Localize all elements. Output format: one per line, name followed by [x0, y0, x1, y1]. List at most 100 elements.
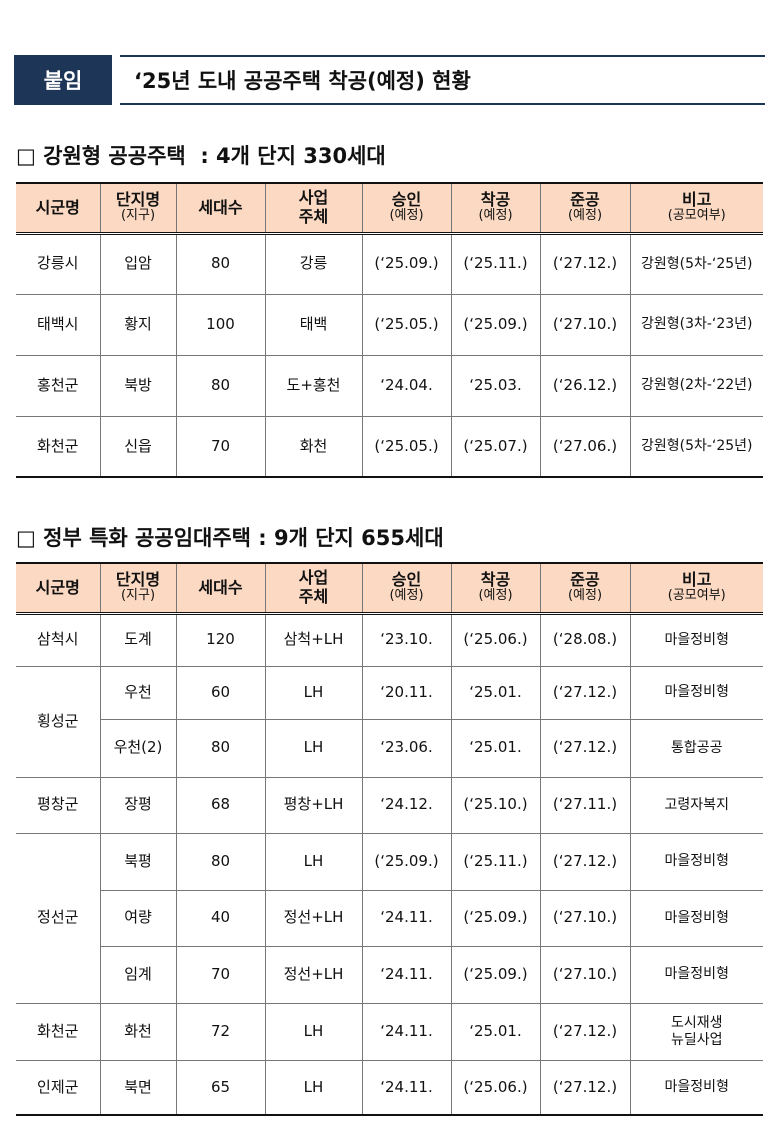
cell: ‘25.03. [450, 354, 541, 417]
cell: 마을정비형 [629, 612, 763, 667]
cell: 강원형(5차-‘25년) [629, 415, 763, 478]
header-sub: (예정) [567, 208, 603, 224]
city-cell: 평창군 [16, 776, 101, 834]
cell: 70 [175, 415, 266, 478]
cell: ‘24.04. [361, 354, 452, 417]
cell: LH [264, 718, 363, 778]
cell: 80 [175, 718, 266, 778]
header-sub: (공모여부) [667, 588, 726, 604]
city-cell: 화천군 [16, 1002, 101, 1061]
cell: (‘25.11.) [450, 832, 541, 891]
header-line: 비고 [682, 190, 712, 210]
header-line: 단지명 [115, 570, 161, 590]
cell: (‘27.11.) [539, 776, 631, 834]
cell: 화천 [264, 415, 363, 478]
data-row: 인제군 북면 65 LH ‘24.11. (‘25.06.) (‘27.12.) 마을정비형 [16, 1059, 763, 1116]
cell: LH [264, 1059, 363, 1116]
cell: 화천 [99, 1002, 177, 1061]
data-row: 우천(2) 80 LH ‘23.06. ‘25.01. (‘27.12.) 통합공공 [16, 718, 763, 778]
header-sub: (예정) [567, 588, 603, 604]
column-header: 세대수 [175, 182, 266, 235]
cell: ‘25.01. [450, 1002, 541, 1061]
cell: 80 [175, 832, 266, 891]
cell: (‘27.12.) [539, 1059, 631, 1116]
badge: 붙임 [14, 55, 112, 105]
header-sub: (공모여부) [667, 208, 726, 224]
cell: (‘27.12.) [539, 832, 631, 891]
cell: (‘27.10.) [539, 293, 631, 356]
cell: 강원형(3차-‘23년) [629, 293, 763, 356]
cell: 삼척+LH [264, 612, 363, 667]
cell: 여량 [99, 889, 177, 947]
cell: (‘27.12.) [539, 1002, 631, 1061]
header-line: 사업 [298, 188, 329, 208]
cell: 강원형(5차-‘25년) [629, 232, 763, 295]
column-header: 사업 주체 [264, 182, 363, 235]
cell: 정선+LH [264, 889, 363, 947]
data-row: 횡성군 우천 60 LH ‘20.11. ‘25.01. (‘27.12.) 마을정비형 [16, 665, 763, 778]
cell: LH [264, 1002, 363, 1061]
cell: (‘27.12.) [539, 718, 631, 778]
column-header: 착공 (예정) [450, 182, 541, 235]
cell: (‘25.09.) [361, 832, 452, 891]
cell: 80 [175, 232, 266, 295]
data-table: 시군명 단지명 (지구) 세대수 사업 주체 승인 (예정) 착공 (예정) 준공 (예정) 비고 (공모… [16, 182, 763, 478]
cell: (‘25.05.) [361, 293, 452, 356]
page-title: ‘25년 도내 공공주택 착공(예정) 현황 [120, 55, 765, 105]
cell: LH [264, 832, 363, 891]
header-row: 시군명 단지명 (지구) 세대수 사업 주체 승인 (예정) 착공 (예정) 준공 (예정) 비고 (공모… [16, 182, 763, 235]
header-sub: (예정) [389, 208, 424, 224]
cell: 우천(2) [99, 718, 177, 778]
section-title: □ 강원형 공공주택 : 4개 단지 330세대 [16, 144, 386, 168]
cell: 강원형(2차-‘22년) [629, 354, 763, 417]
data-table: 시군명 단지명 (지구) 세대수 사업 주체 승인 (예정) 착공 (예정) 준공 (예정) 비고 (공모… [16, 562, 763, 1116]
header-sub: (예정) [478, 588, 513, 604]
data-row: 삼척시 도계 120 삼척+LH ‘23.10. (‘25.06.) (‘28.08.) 마을… [16, 612, 763, 667]
column-header: 세대수 [175, 562, 266, 615]
header-line: 시군명 [35, 577, 80, 597]
column-header: 사업 주체 [264, 562, 363, 615]
header-line: 승인 [391, 190, 422, 210]
section-title: □ 정부 특화 공공임대주택 : 9개 단지 655세대 [16, 526, 444, 550]
column-header: 시군명 [16, 562, 101, 615]
column-header: 승인 (예정) [361, 182, 452, 235]
header: 붙임 ‘25년 도내 공공주택 착공(예정) 현황 [14, 55, 765, 105]
cell: ‘23.10. [361, 612, 452, 667]
cell: 마을정비형 [629, 665, 763, 720]
cell: 북평 [99, 832, 177, 891]
cell: ‘24.11. [361, 1002, 452, 1061]
column-header: 비고 (공모여부) [629, 182, 763, 235]
header-sub: (예정) [389, 588, 424, 604]
cell: (‘25.09.) [450, 293, 541, 356]
column-header: 준공 (예정) [539, 182, 631, 235]
cell: 입암 [99, 232, 177, 295]
data-row: 화천군 화천 72 LH ‘24.11. ‘25.01. (‘27.12.) 도시재생 뉴딜사… [16, 1002, 763, 1061]
header-line: 주체 [298, 206, 329, 226]
cell: (‘25.09.) [450, 945, 541, 1004]
data-row: 강릉시 입암 80 강릉 (‘25.09.) (‘25.11.) (‘27.12.) 강원형(… [16, 232, 763, 295]
cell: (‘25.09.) [450, 889, 541, 947]
header-line: 착공 [480, 570, 511, 590]
cell: ‘24.11. [361, 1059, 452, 1116]
cell: 65 [175, 1059, 266, 1116]
header-line: 세대수 [198, 197, 243, 217]
cell: 황지 [99, 293, 177, 356]
city-cell: 인제군 [16, 1059, 101, 1116]
cell: (‘28.08.) [539, 612, 631, 667]
cell: 도시재생 뉴딜사업 [629, 1002, 763, 1061]
cell: ‘24.12. [361, 776, 452, 834]
column-header: 비고 (공모여부) [629, 562, 763, 615]
cell: ‘23.06. [361, 718, 452, 778]
cell: ‘25.01. [450, 718, 541, 778]
header-line: 착공 [480, 190, 511, 210]
cell: (‘25.11.) [450, 232, 541, 295]
cell: 60 [175, 665, 266, 720]
header-line: 준공 [570, 190, 600, 210]
data-row: 여량 40 정선+LH ‘24.11. (‘25.09.) (‘27.10.) 마을정비형 [16, 889, 763, 947]
cell: 평창+LH [264, 776, 363, 834]
column-header: 승인 (예정) [361, 562, 452, 615]
header-row: 시군명 단지명 (지구) 세대수 사업 주체 승인 (예정) 착공 (예정) 준공 (예정) 비고 (공모… [16, 562, 763, 615]
cell: (‘26.12.) [539, 354, 631, 417]
city-cell: 횡성군 [16, 665, 101, 778]
cell: 태백 [264, 293, 363, 356]
